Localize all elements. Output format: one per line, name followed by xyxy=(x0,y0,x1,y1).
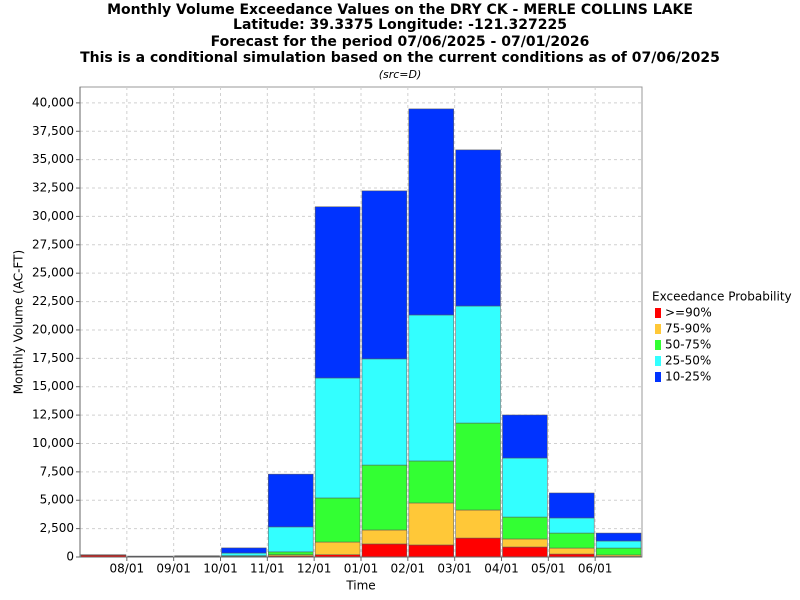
bar-segment xyxy=(268,551,314,555)
x-tick-label: 02/01 xyxy=(391,562,426,576)
y-tick-label: 12,500 xyxy=(32,408,74,422)
bar-segment xyxy=(595,547,642,556)
title-line: Latitude: 39.3375 Longitude: -121.327225 xyxy=(233,17,567,33)
y-tick-label: 32,500 xyxy=(32,181,74,195)
y-tick-label: 25,000 xyxy=(32,266,74,280)
bar-segment xyxy=(502,516,548,540)
bar-segment xyxy=(455,537,501,558)
x-tick-label: 01/01 xyxy=(344,562,379,576)
y-tick-label: 2,500 xyxy=(40,521,74,535)
y-tick-label: 20,000 xyxy=(32,322,74,336)
legend-swatch xyxy=(655,372,661,382)
y-tick-label: 15,000 xyxy=(32,379,74,393)
bar-segment xyxy=(221,552,267,556)
x-axis-label: Time xyxy=(345,579,375,593)
bar-segment xyxy=(314,497,361,543)
bar-segment xyxy=(408,502,454,546)
bar-segment xyxy=(595,532,642,542)
y-tick-label: 37,500 xyxy=(32,124,74,138)
y-tick-label: 40,000 xyxy=(32,95,74,109)
bar-segment xyxy=(595,540,642,549)
bar-segment xyxy=(361,190,408,360)
legend-label: 10-25% xyxy=(665,370,711,384)
y-tick-label: 7,500 xyxy=(40,464,74,478)
chart-title: Monthly Volume Exceedance Values on the … xyxy=(107,2,693,18)
bar-segment xyxy=(455,305,501,424)
legend-swatch xyxy=(655,356,661,366)
bar-segment xyxy=(549,547,595,555)
legend-label: 25-50% xyxy=(665,354,711,368)
bar-segment xyxy=(361,464,408,531)
bar-segment xyxy=(549,492,595,519)
y-axis-label: Monthly Volume (AC-FT) xyxy=(12,250,26,394)
bar-segment xyxy=(314,377,361,499)
y-tick-label: 30,000 xyxy=(32,209,74,223)
bar-segment xyxy=(502,414,548,459)
bar-segment xyxy=(408,108,454,316)
legend-label: 75-90% xyxy=(665,322,711,336)
bar-segment xyxy=(221,547,267,554)
y-tick-label: 0 xyxy=(66,550,74,564)
title-line: This is a conditional simulation based o… xyxy=(80,50,720,66)
bar-segment xyxy=(361,358,408,466)
bar-segment xyxy=(408,460,454,504)
legend-label: >=90% xyxy=(665,306,712,320)
bar-segment xyxy=(408,314,454,462)
bar-segment xyxy=(549,517,595,534)
y-tick-label: 5,000 xyxy=(40,493,74,507)
bar-segment xyxy=(455,149,501,307)
x-tick-label: 03/01 xyxy=(437,562,472,576)
legend-title: Exceedance Probability xyxy=(652,290,792,304)
bar-segment xyxy=(314,541,361,555)
bar-segment xyxy=(314,206,361,379)
bar-segment xyxy=(502,538,548,548)
y-tick-label: 35,000 xyxy=(32,152,74,166)
x-tick-label: 04/01 xyxy=(484,562,519,576)
bar-segment xyxy=(408,544,454,558)
x-tick-label: 08/01 xyxy=(110,562,145,576)
x-tick-label: 09/01 xyxy=(156,562,191,576)
legend-swatch xyxy=(655,324,661,334)
x-tick-label: 11/01 xyxy=(250,562,285,576)
y-tick-label: 27,500 xyxy=(32,237,74,251)
y-tick-label: 22,500 xyxy=(32,294,74,308)
title-line: Forecast for the period 07/06/2025 - 07/… xyxy=(211,34,590,50)
x-tick-label: 05/01 xyxy=(531,562,566,576)
bar-segment xyxy=(361,543,408,558)
legend-swatch xyxy=(655,340,661,350)
legend-label: 50-75% xyxy=(665,338,711,352)
x-tick-label: 06/01 xyxy=(578,562,613,576)
y-tick-label: 17,500 xyxy=(32,351,74,365)
x-tick-label: 12/01 xyxy=(297,562,332,576)
bar-segment xyxy=(268,473,314,528)
x-tick-label: 10/01 xyxy=(203,562,238,576)
bar-segment xyxy=(455,422,501,511)
bar-segment xyxy=(361,529,408,545)
bar-segment xyxy=(502,546,548,558)
subtitle: (src=D) xyxy=(379,68,422,81)
bar-segment xyxy=(502,457,548,518)
legend-swatch xyxy=(655,308,661,318)
bar-segment xyxy=(455,509,501,539)
bar-segment xyxy=(549,532,595,549)
bar-segment xyxy=(268,526,314,553)
y-tick-label: 10,000 xyxy=(32,436,74,450)
